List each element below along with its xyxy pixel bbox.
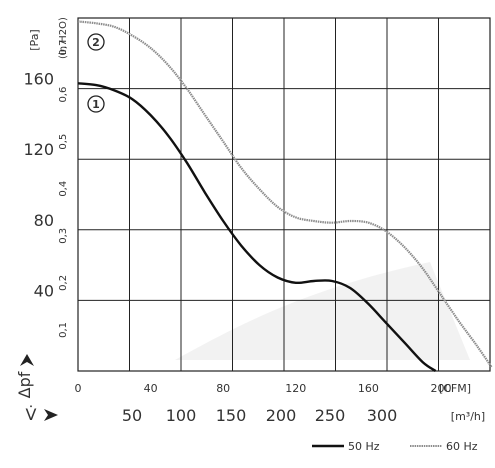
curve-marker-1-circle — [87, 95, 105, 113]
y-axis-label-group: Δpf — [15, 371, 34, 398]
y-tick-label: 80 — [34, 211, 54, 230]
y-tick-labels: 40 80 120 160 — [23, 70, 54, 301]
secondary-y-tick-labels: 0,1 0,2 0,3 0,4 0,5 0,6 0,7 — [58, 40, 69, 338]
x-axis-unit: [CFM] — [439, 382, 471, 395]
y-tick-label: 120 — [23, 140, 54, 159]
secondary-y-tick-label: 0,2 — [58, 275, 69, 291]
curve-marker-2: 2 — [92, 36, 100, 49]
secondary-x-tick-labels: 50 100 150 200 250 300 — [122, 406, 397, 425]
y-tick-label: 40 — [34, 281, 54, 300]
secondary-x-tick-label: 300 — [367, 406, 398, 425]
grid — [78, 18, 490, 371]
secondary-y-tick-label: 0,3 — [58, 228, 69, 244]
secondary-x-axis-unit: [m³/h] — [451, 410, 485, 423]
y-axis-arrow-icon — [20, 354, 34, 366]
x-tick-label: 0 — [75, 382, 82, 395]
x-tick-label: 120 — [285, 382, 306, 395]
secondary-x-tick-label: 50 — [122, 406, 142, 425]
legend-label: 60 Hz — [446, 440, 478, 453]
x-tick-label: 80 — [216, 382, 230, 395]
x-tick-labels: 0 40 80 120 160 200 — [75, 382, 452, 395]
curve-markers: 12 — [87, 33, 105, 113]
secondary-y-tick-label: 0,6 — [58, 87, 69, 103]
legend-label: 50 Hz — [348, 440, 380, 453]
secondary-y-axis-unit: (in H2O) — [58, 17, 69, 59]
curve-marker-2-circle — [87, 33, 105, 51]
y-tick-label: 160 — [23, 70, 54, 89]
secondary-x-tick-label: 100 — [166, 406, 197, 425]
shaded-operating-region — [175, 262, 470, 360]
y-axis-unit: [Pa] — [28, 29, 41, 50]
plot-frame — [77, 17, 491, 372]
curve-marker-1: 1 — [92, 98, 100, 111]
series-line-60-hz — [77, 20, 493, 369]
secondary-x-axis-label: V̇ — [26, 405, 37, 424]
x-tick-label: 200 — [430, 382, 451, 395]
curves — [77, 20, 493, 373]
legend: 50 Hz 60 Hz — [312, 440, 478, 453]
series-line-50-hz — [77, 82, 437, 373]
secondary-x-tick-label: 150 — [216, 406, 247, 425]
secondary-y-tick-label: 0,5 — [58, 134, 69, 150]
secondary-y-tick-label: 0,4 — [58, 181, 69, 197]
y-axis-label: Δpf — [15, 371, 34, 398]
x-tick-label: 160 — [358, 382, 379, 395]
x-tick-label: 40 — [144, 382, 158, 395]
x-axis-arrow-icon — [44, 409, 58, 421]
secondary-y-tick-label: 0,1 — [58, 322, 69, 338]
secondary-x-tick-label: 250 — [315, 406, 346, 425]
secondary-x-tick-label: 200 — [266, 406, 297, 425]
secondary-y-tick-label: 0,7 — [58, 40, 69, 56]
